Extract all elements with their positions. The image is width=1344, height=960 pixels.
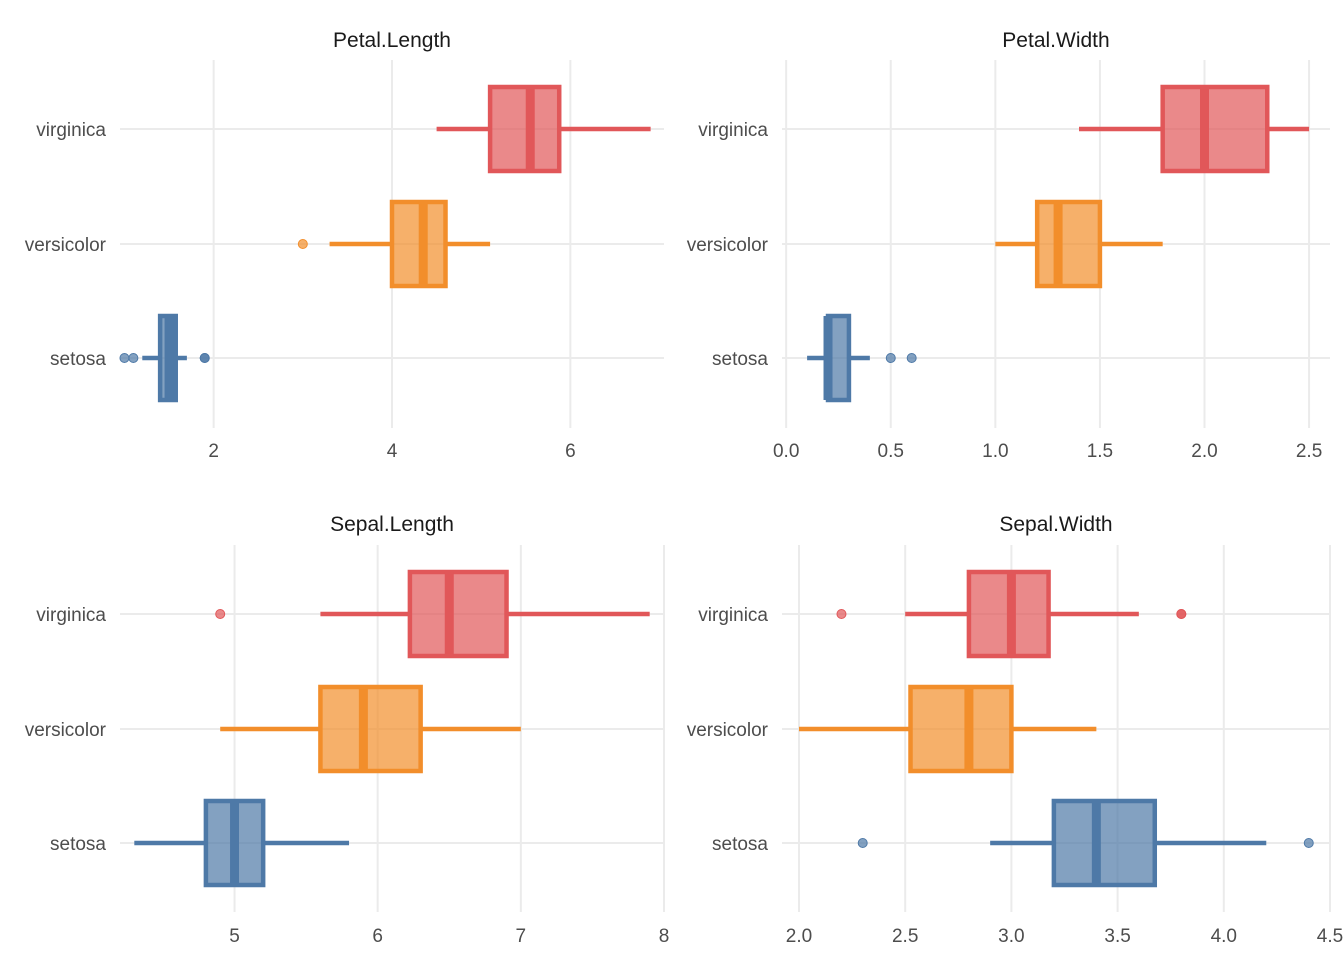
y-category-label: setosa — [50, 349, 106, 370]
x-tick-label: 1.5 — [1087, 441, 1113, 462]
y-category-label: versicolor — [25, 235, 107, 256]
x-tick-label: 0.0 — [773, 441, 799, 462]
box-virginica — [836, 569, 1187, 659]
outlier-point — [128, 353, 139, 363]
box-iqr — [1051, 798, 1158, 888]
x-tick-label: 2.5 — [1296, 441, 1322, 462]
x-tick-label: 1.0 — [982, 441, 1008, 462]
x-tick-label: 3.0 — [998, 926, 1024, 947]
panel-sepal-width: Sepal.Width 2.0 2.5 3.0 3.5 4.0 4.5 virginica v… — [687, 513, 1344, 947]
x-tick-label: 6 — [372, 926, 383, 947]
y-category-label: virginica — [36, 120, 106, 141]
box-iqr — [487, 84, 562, 174]
x-tick-label: 2.5 — [892, 926, 918, 947]
box-setosa — [857, 798, 1314, 888]
x-tick-label: 6 — [565, 441, 576, 462]
box-setosa — [119, 313, 210, 403]
y-category-label: virginica — [698, 120, 768, 141]
panel-title: Petal.Width — [1002, 29, 1109, 52]
box-setosa — [134, 798, 350, 888]
outlier-point — [1176, 609, 1187, 619]
panel-title: Sepal.Length — [330, 513, 454, 536]
outlier-point — [1303, 838, 1314, 848]
y-category-label: setosa — [712, 834, 768, 855]
y-category-label: virginica — [36, 605, 106, 626]
y-category-label: setosa — [712, 349, 768, 370]
outlier-point — [885, 353, 896, 363]
y-category-label: versicolor — [687, 720, 769, 741]
outlier-point — [119, 353, 130, 363]
box-iqr — [1160, 84, 1270, 174]
x-tick-label: 3.5 — [1104, 926, 1130, 947]
outlier-point — [857, 838, 868, 848]
box-iqr — [908, 684, 1014, 774]
outlier-point — [199, 353, 210, 363]
box-iqr — [407, 569, 509, 659]
x-tick-label: 2.0 — [786, 926, 812, 947]
box-versicolor — [297, 199, 491, 289]
y-category-label: setosa — [50, 834, 106, 855]
x-tick-label: 7 — [516, 926, 527, 947]
x-tick-label: 5 — [229, 926, 240, 947]
outlier-point — [836, 609, 847, 619]
panel-title: Petal.Length — [333, 29, 451, 52]
box-virginica — [436, 84, 651, 174]
panel-sepal-length: Sepal.Length 5 6 7 8 virginica versicolor seto… — [25, 513, 670, 947]
panel-petal-width: Petal.Width 0.0 0.5 1.0 1.5 2.0 2.5 virginica v… — [687, 29, 1330, 462]
x-tick-label: 2 — [208, 441, 219, 462]
y-category-label: virginica — [698, 605, 768, 626]
x-tick-label: 0.5 — [878, 441, 904, 462]
x-tick-label: 4.5 — [1317, 926, 1343, 947]
outlier-point — [297, 239, 308, 249]
x-tick-label: 8 — [659, 926, 670, 947]
x-tick-label: 4 — [387, 441, 398, 462]
panel-petal-length: Petal.Length 2 4 6 virginica versicolor setos… — [25, 29, 664, 462]
box-virginica — [1079, 84, 1310, 174]
outlier-point — [215, 609, 226, 619]
outlier-point — [906, 353, 917, 363]
box-virginica — [215, 569, 650, 659]
box-iqr — [1034, 199, 1103, 289]
box-versicolor — [798, 684, 1097, 774]
box-versicolor — [220, 684, 521, 774]
box-iqr — [318, 684, 423, 774]
x-tick-label: 4.0 — [1211, 926, 1237, 947]
y-category-label: versicolor — [25, 720, 107, 741]
x-tick-label: 2.0 — [1191, 441, 1217, 462]
panel-title: Sepal.Width — [999, 513, 1112, 536]
box-versicolor — [995, 199, 1163, 289]
y-category-label: versicolor — [687, 235, 769, 256]
box-setosa — [807, 313, 917, 403]
